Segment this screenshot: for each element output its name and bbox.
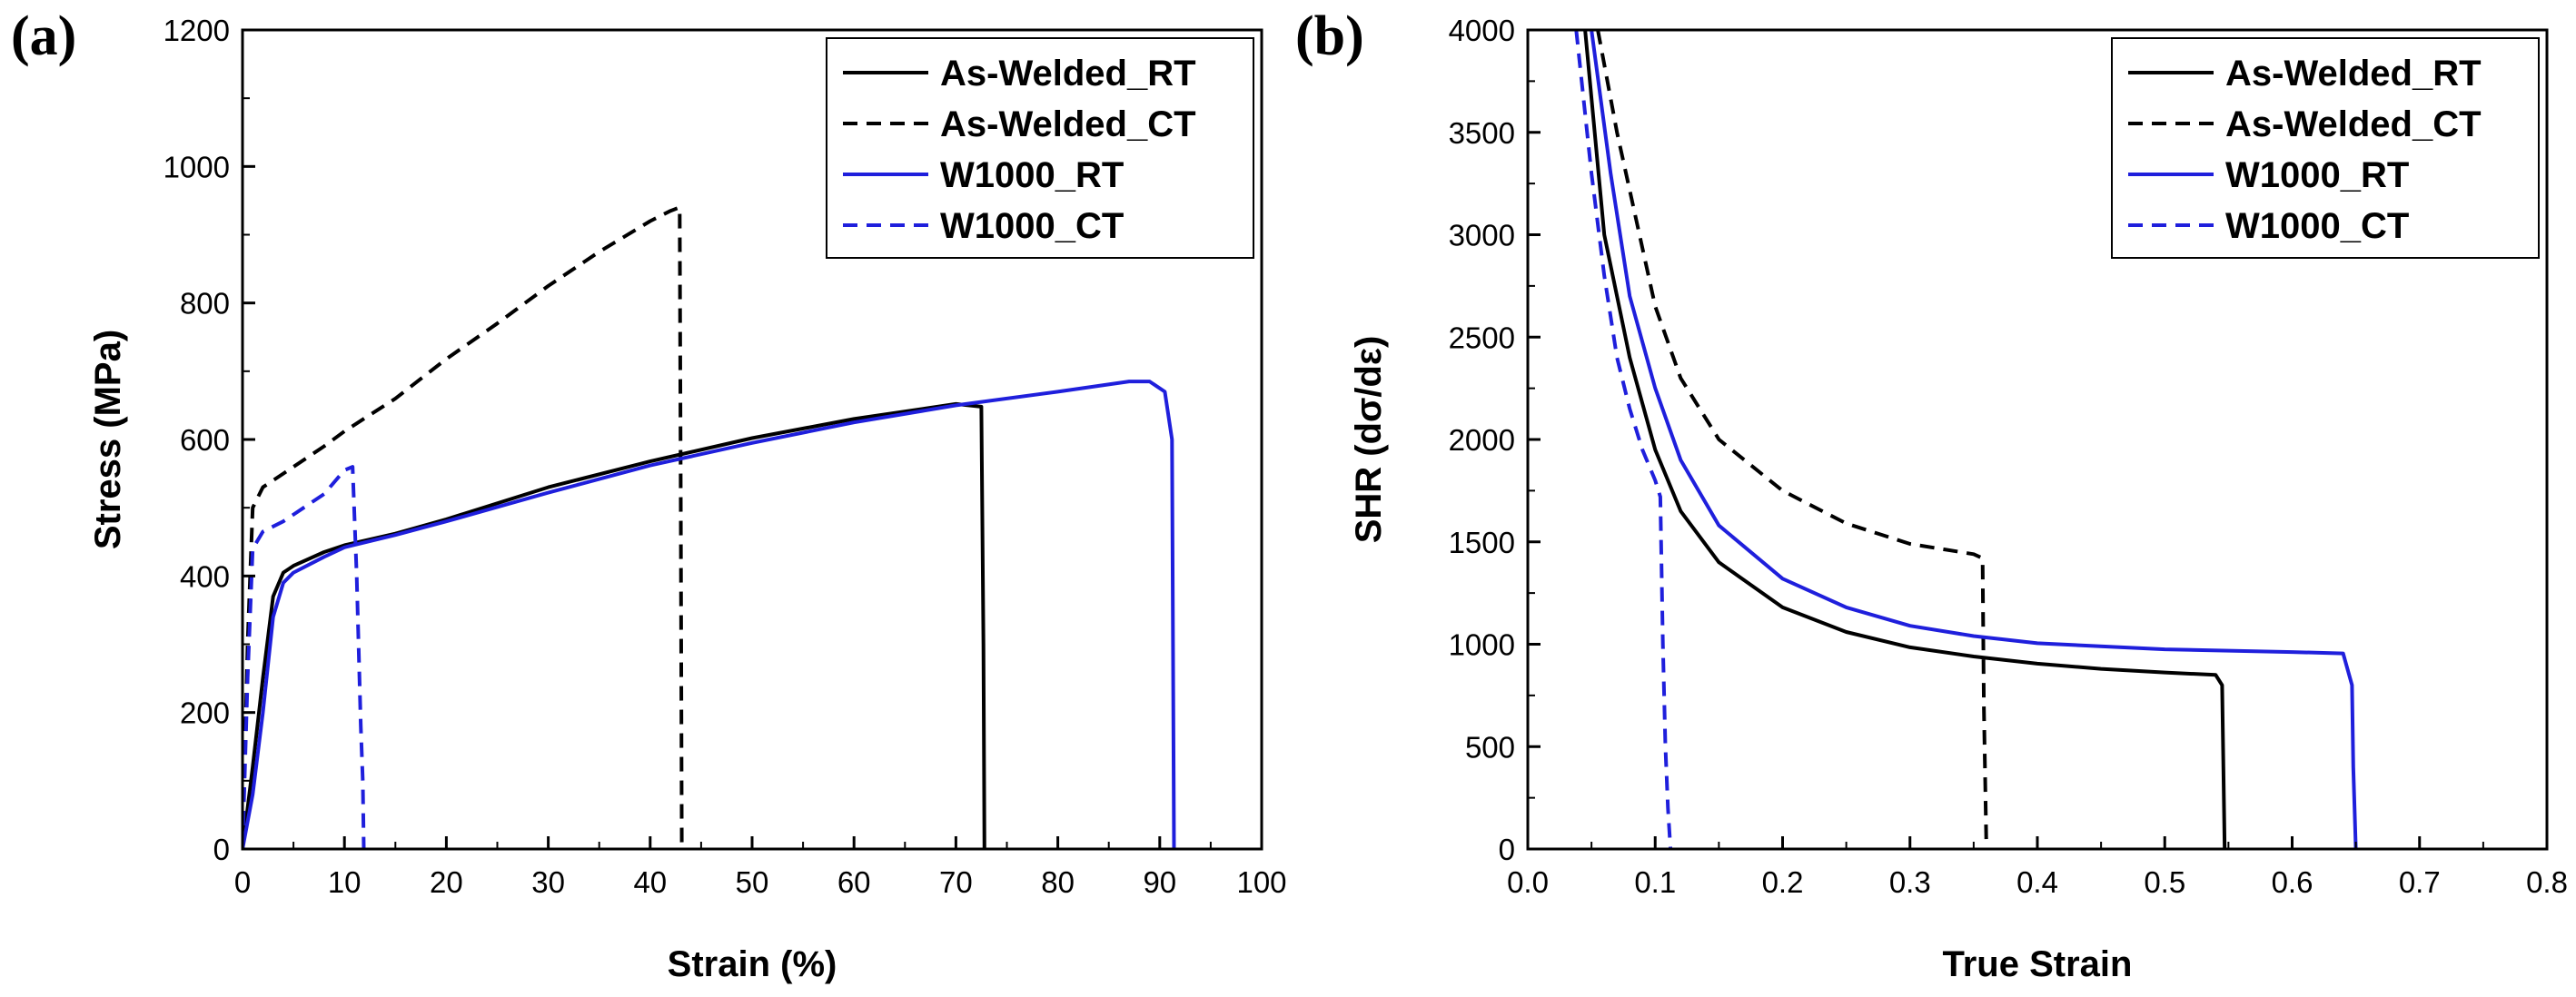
- legend-label-a: W1000_RT: [940, 155, 1124, 195]
- y-tick-label-b: 0: [1499, 833, 1515, 866]
- chart-panel-b: 0.0 0.1 0.2 0.3 0.4 0.5 0.6 0.7 0.8 0 500 1000 1500 2…: [1349, 14, 2568, 984]
- chart-panel-a: 0 10 20 30 40 50 60 70 80 90 100020040060080010001…: [88, 14, 1287, 984]
- y-axis-title-a: Stress (MPa): [88, 330, 128, 549]
- y-tick-label-b: 500: [1465, 730, 1515, 764]
- x-tick-label-b: 0.4: [2016, 865, 2058, 899]
- series-line-as-welded-ct-b: [1596, 30, 1988, 849]
- x-tick-label-b: 0.7: [2399, 865, 2441, 899]
- series-line-as-welded-ct-a: [243, 205, 684, 849]
- series-line-w1000-ct-a: [243, 465, 366, 849]
- y-tick-label-b: 2000: [1449, 423, 1515, 457]
- legend-box-a: [826, 37, 1254, 259]
- y-tick-label-b: 3000: [1449, 219, 1515, 252]
- x-axis-title-a: Strain (%): [668, 944, 837, 984]
- panel-label-b: (b): [1295, 5, 1364, 67]
- x-tick-label-b: 0.2: [1762, 865, 1804, 899]
- y-tick-label-a: 800: [180, 287, 230, 321]
- x-tick-label-b: 0.3: [1889, 865, 1931, 899]
- series-line-w1000-rt-b: [1590, 30, 2358, 849]
- x-tick-label-a: 70: [939, 865, 973, 899]
- x-axis-title-b: True Strain: [1943, 944, 2133, 984]
- x-tick-label-a: 30: [531, 865, 565, 899]
- y-tick-label-b: 1000: [1449, 628, 1515, 662]
- y-tick-label-b: 1500: [1449, 526, 1515, 559]
- series-line-as-welded-rt-b: [1583, 30, 2227, 849]
- x-tick-label-a: 90: [1143, 865, 1176, 899]
- y-tick-label-b: 3500: [1449, 116, 1515, 150]
- legend-b: As-Welded_RT As-Welded_CT W1000_RT W1000_CT: [2111, 37, 2540, 259]
- y-tick-label-a: 400: [180, 559, 230, 593]
- legend-label-a: W1000_CT: [940, 206, 1124, 246]
- legend-label-a: As-Welded_RT: [940, 54, 1196, 94]
- legend-a: As-Welded_RT As-Welded_CT W1000_RT W1000_CT: [826, 37, 1254, 259]
- y-tick-label-a: 600: [180, 423, 230, 457]
- x-tick-label-a: 0: [234, 865, 251, 899]
- ticks-layer-b: 0.0 0.1 0.2 0.3 0.4 0.5 0.6 0.7 0.8 0 500 1000 1500 2…: [1449, 14, 2568, 899]
- x-tick-label-b: 0.5: [2144, 865, 2185, 899]
- x-tick-label-a: 10: [328, 865, 362, 899]
- x-tick-label-b: 0.8: [2526, 865, 2568, 899]
- x-tick-label-b: 0.0: [1507, 865, 1549, 899]
- series-layer-a: [243, 205, 1176, 849]
- legend-box-b: [2111, 37, 2540, 259]
- x-tick-label-a: 100: [1236, 865, 1286, 899]
- legend-label-b: As-Welded_CT: [2225, 104, 2482, 144]
- legend-label-b: W1000_RT: [2225, 155, 2409, 195]
- ticks-layer-a: 0 10 20 30 40 50 60 70 80 90 100020040060080010001…: [163, 14, 1287, 899]
- x-tick-label-a: 80: [1041, 865, 1075, 899]
- y-tick-label-a: 0: [213, 833, 230, 866]
- series-line-w1000-ct-b: [1574, 30, 1673, 849]
- series-line-w1000-rt-a: [243, 380, 1176, 849]
- legend-label-b: As-Welded_RT: [2225, 54, 2482, 94]
- x-tick-label-a: 40: [633, 865, 667, 899]
- series-layer-b: [1574, 30, 2358, 849]
- y-tick-label-a: 200: [180, 696, 230, 730]
- y-tick-label-a: 1200: [163, 14, 230, 47]
- x-tick-label-b: 0.6: [2272, 865, 2313, 899]
- y-tick-label-a: 1000: [163, 150, 230, 183]
- legend-label-a: As-Welded_CT: [940, 104, 1196, 144]
- y-axis-title-b: SHR (dσ/dε): [1349, 336, 1389, 544]
- x-tick-label-a: 50: [736, 865, 769, 899]
- legend-label-b: W1000_CT: [2225, 206, 2409, 246]
- y-tick-label-b: 2500: [1449, 321, 1515, 354]
- x-tick-label-b: 0.1: [1634, 865, 1676, 899]
- y-tick-label-b: 4000: [1449, 14, 1515, 47]
- x-tick-label-a: 20: [430, 865, 463, 899]
- x-tick-label-a: 60: [837, 865, 871, 899]
- panel-label-a: (a): [11, 5, 76, 67]
